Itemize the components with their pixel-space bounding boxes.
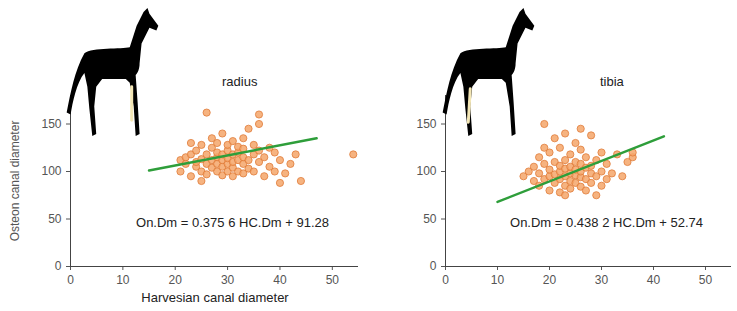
svg-text:10: 10 [116,273,130,287]
svg-text:On.Dm = 0.438 2 HC.Dm + 52.74: On.Dm = 0.438 2 HC.Dm + 52.74 [510,215,703,230]
svg-text:50: 50 [48,212,62,226]
svg-text:30: 30 [221,273,235,287]
svg-text:0: 0 [430,259,437,273]
svg-text:20: 20 [169,273,183,287]
svg-text:On.Dm = 0.375 6 HC.Dm + 91.28: On.Dm = 0.375 6 HC.Dm + 91.28 [136,215,329,230]
svg-text:20: 20 [543,273,557,287]
svg-text:Osteon canal diameter: Osteon canal diameter [8,121,22,242]
html-text:tibia: tibia [600,74,624,89]
svg-text:50: 50 [326,273,340,287]
svg-text:0: 0 [442,273,449,287]
svg-text:50: 50 [423,212,437,226]
svg-text:40: 40 [647,273,661,287]
svg-text:0: 0 [67,273,74,287]
svg-text:100: 100 [41,164,61,178]
svg-text:150: 150 [41,117,61,131]
svg-text:40: 40 [273,273,287,287]
svg-text:50: 50 [699,273,713,287]
html-text:radius: radius [222,74,258,89]
svg-text:0: 0 [55,259,62,273]
svg-text:10: 10 [491,273,505,287]
svg-text:30: 30 [595,273,609,287]
svg-text:150: 150 [416,117,436,131]
svg-text:100: 100 [416,164,436,178]
html-text:Harvesian canal diameter: Harvesian canal diameter [141,290,289,305]
